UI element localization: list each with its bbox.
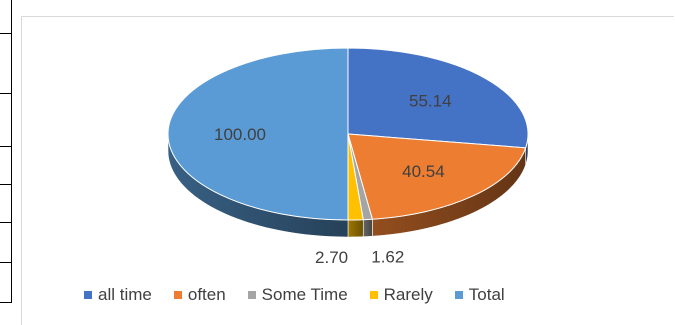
legend-item-often: often — [173, 285, 226, 305]
chart-area — [21, 16, 674, 325]
legend-item-all-time: all time — [84, 285, 152, 305]
data-label-often: 40.54 — [402, 162, 445, 181]
table-edge — [0, 0, 12, 303]
legend-swatch — [247, 291, 256, 299]
table-rule — [0, 302, 11, 303]
table-rule — [0, 262, 11, 263]
table-rule — [0, 184, 11, 185]
pie-side-some-time — [362, 218, 373, 238]
legend-swatch — [454, 291, 463, 299]
table-rule — [0, 33, 11, 34]
chart-legend: all time often Some Time Rarely Total — [84, 283, 644, 307]
pie-side-rarely — [347, 219, 364, 238]
legend-item-some-time: Some Time — [247, 285, 348, 305]
legend-label: all time — [98, 285, 152, 304]
table-rule — [0, 93, 11, 94]
legend-label: Total — [468, 285, 505, 304]
legend-swatch — [84, 291, 92, 299]
data-label-all-time: 55.14 — [409, 92, 452, 111]
data-label-total: 100.00 — [214, 125, 266, 144]
legend-item-rarely: Rarely — [369, 285, 433, 305]
pie-slice-often — [347, 133, 527, 220]
legend-swatch — [369, 291, 378, 299]
table-rule — [0, 222, 11, 223]
legend-label: Some Time — [261, 285, 348, 304]
legend-swatch — [173, 291, 182, 299]
data-label-rarely: 2.70 — [315, 248, 348, 267]
table-rule — [0, 146, 11, 147]
pie-slice-all-time — [347, 47, 529, 149]
data-label-some-time: 1.62 — [371, 248, 404, 267]
pie-slice-total — [167, 47, 349, 221]
legend-label: often — [187, 285, 226, 304]
legend-item-total: Total — [454, 285, 505, 305]
legend-label: Rarely — [383, 285, 433, 304]
